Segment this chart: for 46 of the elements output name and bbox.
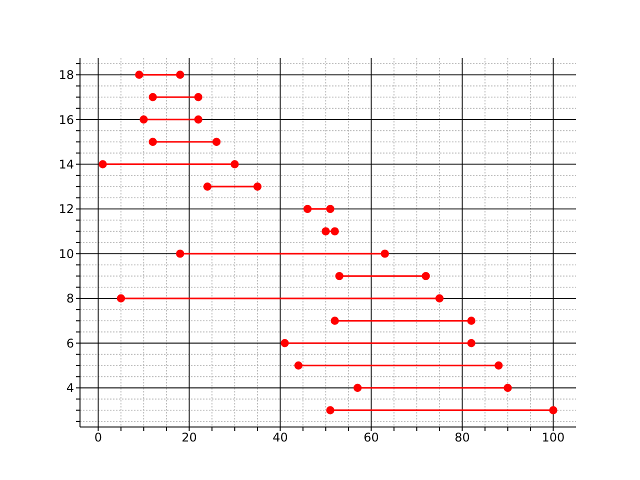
point: [322, 227, 330, 236]
x-tick-label: 100: [542, 430, 565, 445]
point: [194, 115, 202, 124]
point: [148, 93, 157, 102]
point: [303, 204, 312, 214]
point: [194, 93, 202, 102]
x-tick-label: 20: [182, 430, 197, 445]
point: [504, 384, 512, 392]
point: [148, 138, 157, 146]
point: [135, 70, 144, 79]
y-tick-label: 12: [58, 202, 74, 216]
point: [330, 316, 339, 325]
point: [353, 384, 362, 392]
y-tick-label: 6: [66, 336, 74, 350]
point: [422, 272, 430, 280]
point: [280, 339, 289, 348]
point: [435, 294, 444, 303]
y-tick-label: 10: [58, 246, 74, 261]
point: [494, 361, 503, 370]
point: [294, 361, 303, 370]
point: [98, 160, 107, 168]
y-tick-label: 18: [58, 68, 74, 82]
point: [230, 160, 239, 168]
y-tick-label: 14: [58, 157, 74, 172]
point: [116, 294, 126, 303]
point: [326, 204, 334, 214]
point: [549, 406, 558, 414]
x-tick-label: 0: [94, 430, 102, 445]
point: [380, 250, 389, 258]
point: [253, 182, 262, 191]
x-tick-label: 60: [364, 430, 379, 445]
y-tick-label: 4: [66, 381, 74, 396]
point: [212, 138, 221, 146]
point: [335, 272, 344, 280]
point: [326, 406, 334, 414]
x-tick-label: 40: [272, 430, 288, 445]
point: [140, 115, 148, 124]
point: [330, 227, 339, 236]
point: [176, 250, 184, 258]
x-tick-label: 80: [454, 430, 470, 445]
y-tick-label: 16: [58, 112, 74, 127]
point: [203, 182, 212, 191]
y-tick-label: 8: [66, 292, 74, 306]
point: [467, 316, 476, 325]
point: [176, 70, 184, 79]
point: [467, 339, 476, 348]
